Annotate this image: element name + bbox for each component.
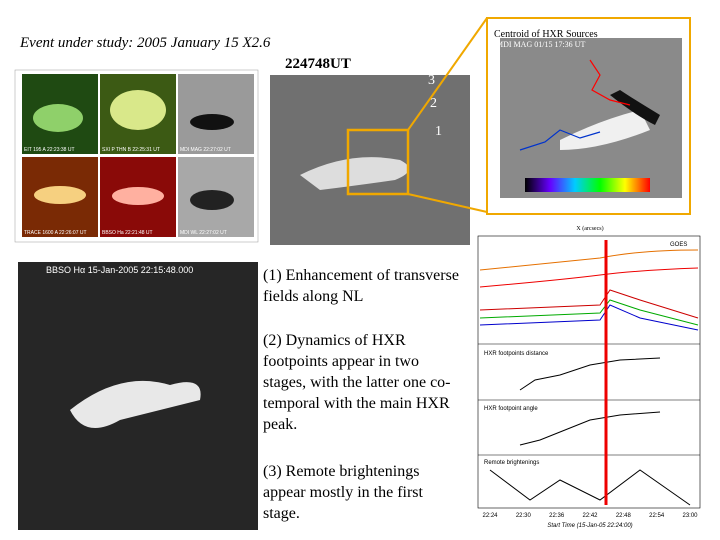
- distance-curve: [519, 357, 661, 391]
- x-tick-label: 22:30: [516, 513, 532, 519]
- mdi-wl-spot: [190, 190, 234, 210]
- hxr-curve: [479, 289, 699, 319]
- mdi-dark: [190, 114, 234, 130]
- hxr-curve: [479, 299, 699, 326]
- eit-bright: [33, 104, 83, 132]
- brightening-curve: [489, 469, 691, 506]
- zoom-number: 3: [428, 73, 435, 88]
- zoom-number: 1: [435, 124, 442, 139]
- color-bar: [525, 178, 650, 192]
- halpha-ribbon: [70, 380, 201, 428]
- note: (1) Enhancement of transverse fields alo…: [263, 267, 459, 305]
- halpha-label: BBSO Hα 15-Jan-2005 22:15:48.000: [46, 265, 193, 275]
- sxi-bright: [110, 90, 166, 130]
- timestamp: 224748UT: [285, 56, 351, 72]
- panel-label: SXI P THN B 22:25:31 UT: [102, 147, 160, 153]
- slide-title: Event under study: 2005 January 15 X2.6: [19, 35, 271, 51]
- x-tick-label: 23:00: [682, 513, 698, 519]
- note: (2) Dynamics of HXR footpoints appear in…: [263, 332, 451, 433]
- centroid-title: Centroid of HXR Sources: [494, 29, 598, 40]
- panel-label: EIT 195 A 22:23:38 UT: [24, 147, 75, 153]
- lightcurve-frame: [477, 235, 701, 509]
- zoom-connector: [407, 17, 488, 131]
- x-tick-label: 22:48: [616, 513, 632, 519]
- centroid-dark: [610, 90, 660, 125]
- centroid-track: [519, 129, 601, 151]
- goes-curve: [479, 267, 699, 288]
- goes-curve: [479, 249, 699, 271]
- x-axis-label: Start Time (15-Jan-05 22:24:00): [547, 523, 632, 529]
- centroid-bright: [560, 110, 650, 150]
- bbso-bright: [112, 187, 164, 205]
- x-tick-label: 22:36: [549, 513, 565, 519]
- angle-curve: [519, 411, 661, 446]
- panel-label: GOES: [670, 242, 687, 248]
- trace-bright: [34, 186, 86, 204]
- mdi-mag-image: [178, 74, 254, 154]
- panel-label: Remote brightenings: [484, 460, 539, 466]
- note: (3) Remote brightenings appear mostly in…: [263, 463, 423, 522]
- x-tick-label: 22:42: [582, 513, 598, 519]
- x-tick-label: 22:24: [482, 513, 498, 519]
- centroid-x-label: X (arcsecs): [576, 225, 603, 232]
- zoom-bright: [300, 157, 409, 190]
- panel-label: HXR footpoint angle: [484, 406, 538, 412]
- panel-label: MDI MAG 22:27:02 UT: [180, 147, 231, 153]
- panel-label: TRACE 1600 A 22:26:07 UT: [24, 230, 87, 236]
- x-tick-label: 22:54: [649, 513, 665, 519]
- centroid-subtitle: MDI MAG 01/15 17:36 UT: [496, 40, 585, 49]
- hxr-curve: [479, 304, 699, 331]
- panel-label: HXR footpoints distance: [484, 351, 549, 357]
- panel-label: MDI WL 22:27:02 UT: [180, 230, 227, 236]
- panel-label: BBSO Ha 22:21:48 UT: [102, 230, 153, 236]
- centroid-track: [589, 59, 631, 106]
- zoom-number: 2: [430, 96, 437, 111]
- zoom-box: [346, 128, 410, 196]
- zoom-connector: [407, 193, 488, 213]
